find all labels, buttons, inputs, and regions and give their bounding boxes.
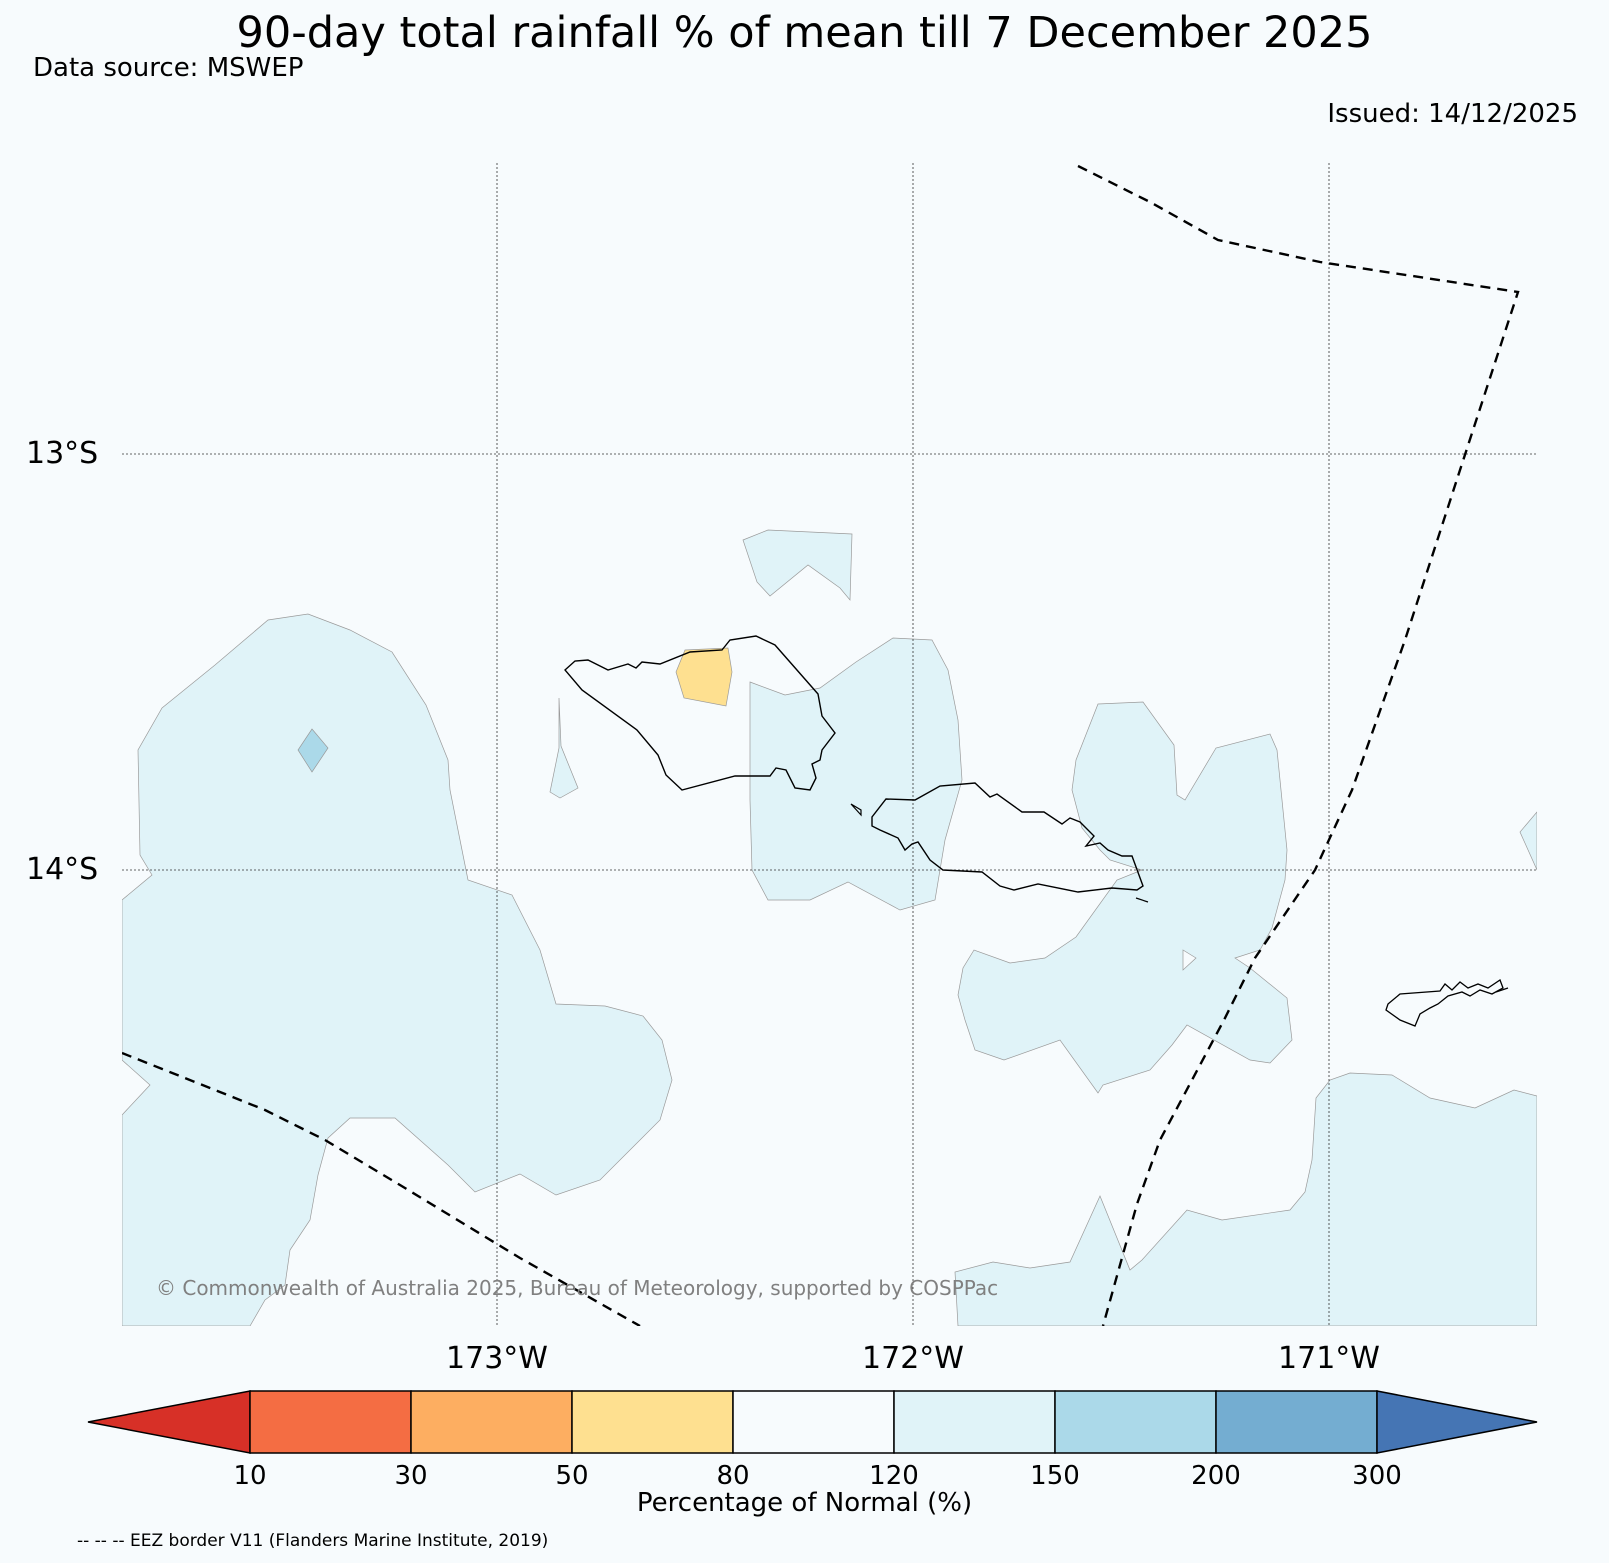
- wet-region-small-west: [549, 697, 579, 799]
- wet-region-north-islet: [742, 529, 853, 601]
- wet-region-hole: [1182, 949, 1197, 971]
- lat-label-14s: 14°S: [26, 852, 99, 887]
- map-title: 90-day total rainfall % of mean till 7 D…: [236, 8, 1373, 58]
- wet-region-east-north: [957, 701, 1293, 1094]
- colorbar-tick: 80: [716, 1461, 750, 1491]
- very-wet-patch: [297, 728, 329, 773]
- colorbar-label: Percentage of Normal (%): [636, 1488, 973, 1518]
- eez-border-note: -- -- -- EEZ border V11 (Flanders Marine…: [77, 1531, 549, 1551]
- colorbar-tick: 30: [394, 1461, 428, 1491]
- colorbar-extend-high: [1376, 1390, 1538, 1454]
- colorbar-bin-150-200: [1054, 1390, 1217, 1454]
- colorbar-tick: 10: [233, 1461, 267, 1491]
- colorbar-bin-30-50: [410, 1390, 573, 1454]
- colorbar-bin-200-300: [1215, 1390, 1378, 1454]
- colorbar-bin-50-80: [571, 1390, 734, 1454]
- colorbar-tick: 200: [1191, 1461, 1241, 1491]
- dry-patch: [675, 647, 733, 707]
- eez-border: [122, 164, 1520, 1326]
- wet-region-central: [749, 637, 963, 911]
- lon-label-172w: 172°W: [862, 1341, 964, 1376]
- colorbar-bin-120-150: [893, 1390, 1056, 1454]
- colorbar-extend-low: [87, 1390, 251, 1454]
- map-gridlines: [122, 163, 1537, 1326]
- coastline-savaii: [564, 635, 836, 791]
- rainfall-fill-layer: [122, 163, 1537, 1326]
- colorbar-tick: 50: [555, 1461, 589, 1491]
- wet-region-east-edge: [1519, 811, 1537, 871]
- lon-label-173w: 173°W: [446, 1341, 548, 1376]
- wet-region-southeast: [954, 1072, 1537, 1326]
- coastline-upolu: [871, 782, 1144, 893]
- colorbar-bin-80-120: [732, 1390, 895, 1454]
- colorbar-bin-10-30: [249, 1390, 412, 1454]
- colorbar: [87, 1390, 1538, 1454]
- coastline-tutuila: [1385, 979, 1504, 1027]
- colorbar-tick: 150: [1030, 1461, 1080, 1491]
- lat-label-13s: 13°S: [26, 436, 99, 471]
- colorbar-tick: 300: [1352, 1461, 1402, 1491]
- colorbar-tick: 120: [869, 1461, 919, 1491]
- lon-label-171w: 171°W: [1278, 1341, 1380, 1376]
- coastline-apolima: [850, 803, 862, 817]
- copyright-notice: © Commonwealth of Australia 2025, Bureau…: [156, 1276, 999, 1300]
- wet-region-west: [122, 613, 673, 1326]
- coastline-upolu-tip: [1135, 897, 1149, 903]
- coastline-tutuila-tip: [1495, 987, 1509, 993]
- issued-date-label: Issued: 14/12/2025: [1327, 99, 1578, 129]
- data-source-label: Data source: MSWEP: [33, 53, 304, 83]
